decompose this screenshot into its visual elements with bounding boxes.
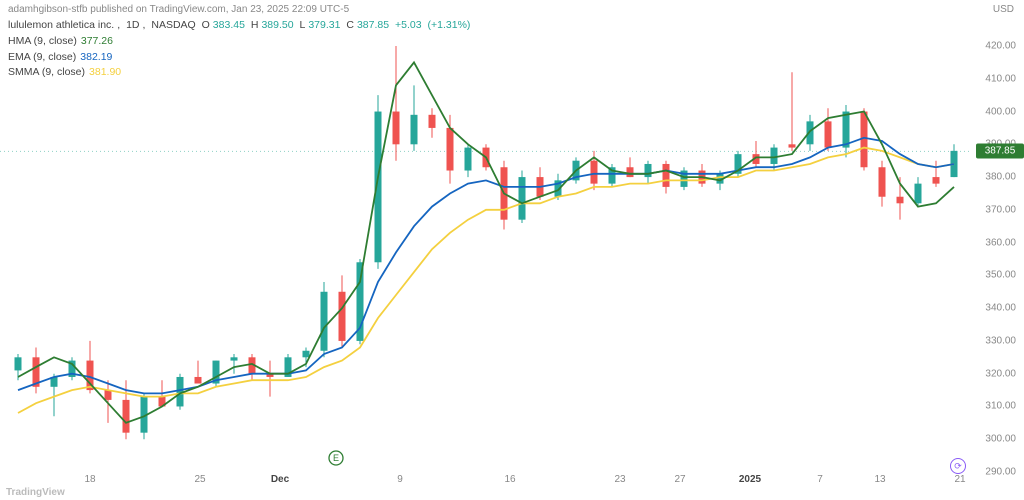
y-tick: 360.00	[985, 237, 1016, 248]
x-tick: 21	[954, 474, 965, 485]
publisher-info: adamhgibson-stfb published on TradingVie…	[8, 4, 349, 15]
y-tick: 340.00	[985, 303, 1016, 314]
y-tick: 410.00	[985, 73, 1016, 84]
interval: 1D	[126, 19, 139, 31]
x-axis[interactable]: 18 25 Dec 9 16 23 27 2025 7 13 21	[0, 474, 972, 492]
svg-text:E: E	[333, 453, 339, 463]
x-tick: 2025	[739, 474, 761, 485]
y-tick: 310.00	[985, 401, 1016, 412]
chart-area[interactable]: E	[0, 46, 972, 472]
ohlc-pct: (+1.31%)	[428, 19, 471, 31]
y-axis[interactable]: 290.00300.00310.00320.00330.00340.00350.…	[972, 46, 1024, 472]
x-tick: Dec	[271, 474, 289, 485]
x-tick: 23	[614, 474, 625, 485]
x-tick: 27	[674, 474, 685, 485]
y-tick: 370.00	[985, 204, 1016, 215]
symbol-name[interactable]: lululemon athletica inc.	[8, 19, 114, 31]
y-tick: 420.00	[985, 41, 1016, 52]
x-tick: 7	[817, 474, 823, 485]
ohlc-open: 383.45	[213, 19, 245, 31]
exchange: NASDAQ	[151, 19, 195, 31]
ohlc-close: 387.85	[357, 19, 389, 31]
goto-realtime-icon[interactable]: ⟳	[950, 458, 966, 474]
x-tick: 16	[504, 474, 515, 485]
ohlc-change: +5.03	[395, 19, 422, 31]
last-price-label: 387.85	[976, 144, 1024, 159]
ohlc-low: 379.31	[308, 19, 340, 31]
x-tick: 13	[874, 474, 885, 485]
y-tick: 350.00	[985, 270, 1016, 281]
y-tick: 290.00	[985, 467, 1016, 478]
x-tick: 18	[84, 474, 95, 485]
candlestick-chart[interactable]: E	[0, 46, 972, 472]
ohlc-high: 389.50	[261, 19, 293, 31]
x-tick: 9	[397, 474, 403, 485]
currency-label: USD	[993, 4, 1014, 15]
y-tick: 380.00	[985, 172, 1016, 183]
y-tick: 400.00	[985, 106, 1016, 117]
y-tick: 320.00	[985, 368, 1016, 379]
y-tick: 300.00	[985, 434, 1016, 445]
tradingview-logo[interactable]: TradingView	[6, 487, 65, 498]
y-tick: 330.00	[985, 335, 1016, 346]
x-tick: 25	[194, 474, 205, 485]
